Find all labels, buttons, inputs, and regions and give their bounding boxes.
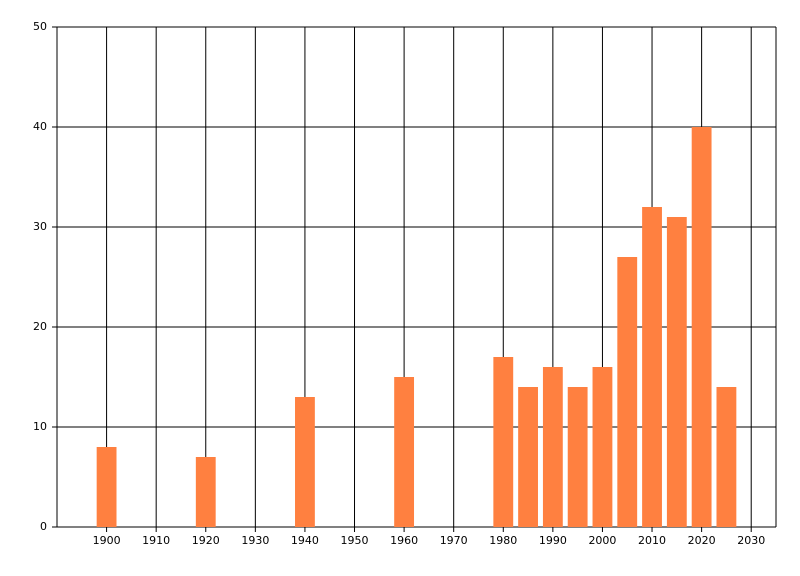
bar	[394, 377, 415, 527]
bar	[592, 367, 613, 527]
x-tick-label: 1970	[440, 534, 468, 547]
y-tick-label: 50	[33, 20, 47, 33]
bar	[666, 217, 687, 527]
x-tick-label: 2030	[737, 534, 765, 547]
x-tick-label: 1980	[489, 534, 517, 547]
bar	[96, 447, 117, 527]
bar	[691, 127, 712, 527]
y-tick-label: 10	[33, 420, 47, 433]
y-tick-label: 30	[33, 220, 47, 233]
x-tick-label: 2000	[588, 534, 616, 547]
x-tick-label: 1900	[93, 534, 121, 547]
bar	[642, 207, 662, 527]
y-tick-label: 20	[33, 320, 47, 333]
bar	[542, 367, 563, 527]
bar	[567, 387, 588, 527]
x-tick-label: 1930	[241, 534, 269, 547]
x-tick-label: 1960	[390, 534, 418, 547]
x-tick-label: 1910	[142, 534, 170, 547]
x-tick-label: 1990	[539, 534, 567, 547]
x-tick-label: 1940	[291, 534, 319, 547]
bar	[295, 397, 315, 527]
bar	[493, 357, 514, 527]
bar	[617, 257, 638, 527]
x-tick-label: 2020	[688, 534, 716, 547]
bar	[518, 387, 538, 527]
y-tick-label: 40	[33, 120, 47, 133]
x-tick-label: 2010	[638, 534, 666, 547]
y-tick-label: 0	[40, 520, 47, 533]
bar	[195, 457, 216, 527]
bar	[716, 387, 737, 527]
x-tick-label: 1920	[192, 534, 220, 547]
x-tick-label: 1950	[341, 534, 369, 547]
